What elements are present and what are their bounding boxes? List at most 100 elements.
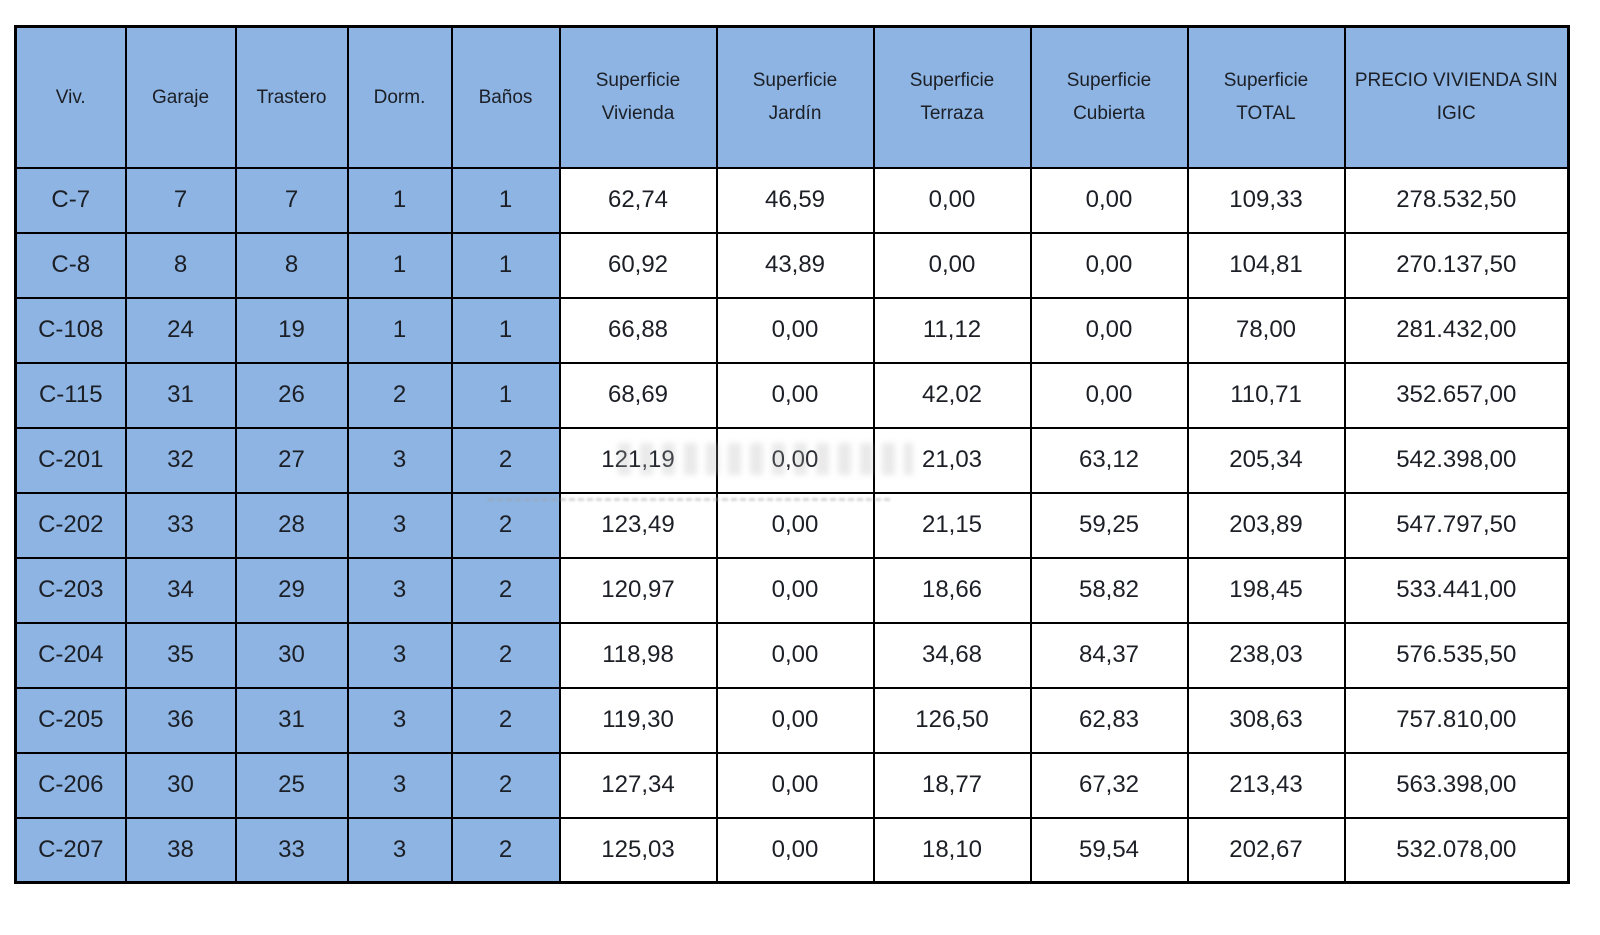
cell-sup_jardin: 0,00 <box>715 361 875 429</box>
cell-precio: 547.797,50 <box>1343 491 1570 559</box>
column-header-precio: PRECIO VIVIENDA SIN IGIC <box>1343 25 1570 169</box>
cell-sup_cubierta: 59,54 <box>1029 816 1189 884</box>
cell-trastero: 25 <box>234 751 349 819</box>
cell-sup_vivienda: 60,92 <box>558 231 718 299</box>
cell-viv: C-205 <box>14 686 127 754</box>
cell-dorm: 3 <box>346 751 453 819</box>
cell-sup_vivienda: 62,74 <box>558 166 718 234</box>
cell-sup_total: 109,33 <box>1186 166 1346 234</box>
cell-trastero: 8 <box>234 231 349 299</box>
cell-sup_jardin: 0,00 <box>715 556 875 624</box>
table-row: C-207 38 33 3 2 125,03 0,00 18,10 59,54 202,67 532… <box>14 816 1570 884</box>
cell-sup_cubierta: 0,00 <box>1029 166 1189 234</box>
cell-viv: C-108 <box>14 296 127 364</box>
cell-sup_terraza: 21,03 <box>872 426 1032 494</box>
cell-trastero: 26 <box>234 361 349 429</box>
cell-sup_vivienda: 118,98 <box>558 621 718 689</box>
cell-dorm: 3 <box>346 426 453 494</box>
cell-viv: C-8 <box>14 231 127 299</box>
cell-trastero: 29 <box>234 556 349 624</box>
cell-sup_vivienda: 121,19 <box>558 426 718 494</box>
cell-banos: 2 <box>450 621 561 689</box>
cell-trastero: 27 <box>234 426 349 494</box>
cell-sup_jardin: 0,00 <box>715 296 875 364</box>
cell-garaje: 31 <box>124 361 237 429</box>
cell-dorm: 3 <box>346 491 453 559</box>
cell-sup_terraza: 42,02 <box>872 361 1032 429</box>
cell-sup_cubierta: 59,25 <box>1029 491 1189 559</box>
cell-sup_total: 110,71 <box>1186 361 1346 429</box>
cell-trastero: 30 <box>234 621 349 689</box>
cell-sup_jardin: 0,00 <box>715 816 875 884</box>
cell-sup_terraza: 0,00 <box>872 231 1032 299</box>
cell-precio: 532.078,00 <box>1343 816 1570 884</box>
cell-dorm: 1 <box>346 296 453 364</box>
cell-sup_terraza: 34,68 <box>872 621 1032 689</box>
cell-sup_cubierta: 84,37 <box>1029 621 1189 689</box>
cell-precio: 533.441,00 <box>1343 556 1570 624</box>
cell-sup_cubierta: 0,00 <box>1029 231 1189 299</box>
cell-precio: 757.810,00 <box>1343 686 1570 754</box>
cell-banos: 1 <box>450 361 561 429</box>
cell-sup_terraza: 18,77 <box>872 751 1032 819</box>
cell-dorm: 3 <box>346 621 453 689</box>
cell-viv: C-202 <box>14 491 127 559</box>
cell-trastero: 28 <box>234 491 349 559</box>
cell-sup_jardin: 46,59 <box>715 166 875 234</box>
cell-sup_jardin: 0,00 <box>715 426 875 494</box>
cell-garaje: 36 <box>124 686 237 754</box>
cell-sup_cubierta: 0,00 <box>1029 361 1189 429</box>
cell-sup_total: 202,67 <box>1186 816 1346 884</box>
cell-precio: 281.432,00 <box>1343 296 1570 364</box>
cell-sup_vivienda: 119,30 <box>558 686 718 754</box>
cell-viv: C-201 <box>14 426 127 494</box>
column-header-sup_terraza: Superficie Terraza <box>872 25 1032 169</box>
cell-sup_jardin: 0,00 <box>715 751 875 819</box>
cell-banos: 1 <box>450 296 561 364</box>
cell-viv: C-7 <box>14 166 127 234</box>
cell-precio: 270.137,50 <box>1343 231 1570 299</box>
cell-dorm: 3 <box>346 816 453 884</box>
cell-trastero: 33 <box>234 816 349 884</box>
cell-sup_terraza: 0,00 <box>872 166 1032 234</box>
cell-banos: 1 <box>450 166 561 234</box>
cell-dorm: 2 <box>346 361 453 429</box>
cell-garaje: 30 <box>124 751 237 819</box>
cell-sup_total: 104,81 <box>1186 231 1346 299</box>
cell-sup_vivienda: 68,69 <box>558 361 718 429</box>
column-header-viv: Viv. <box>14 25 127 169</box>
cell-garaje: 32 <box>124 426 237 494</box>
cell-sup_total: 203,89 <box>1186 491 1346 559</box>
cell-precio: 563.398,00 <box>1343 751 1570 819</box>
cell-garaje: 33 <box>124 491 237 559</box>
cell-garaje: 24 <box>124 296 237 364</box>
cell-viv: C-206 <box>14 751 127 819</box>
cell-sup_jardin: 0,00 <box>715 491 875 559</box>
table-row: C-206 30 25 3 2 127,34 0,00 18,77 67,32 213,43 563… <box>14 751 1570 819</box>
cell-sup_cubierta: 63,12 <box>1029 426 1189 494</box>
table-row: C-115 31 26 2 1 68,69 0,00 42,02 0,00 110,71 352.6… <box>14 361 1570 429</box>
cell-dorm: 1 <box>346 231 453 299</box>
cell-precio: 542.398,00 <box>1343 426 1570 494</box>
cell-sup_terraza: 126,50 <box>872 686 1032 754</box>
cell-sup_cubierta: 62,83 <box>1029 686 1189 754</box>
column-header-dorm: Dorm. <box>346 25 453 169</box>
cell-sup_total: 78,00 <box>1186 296 1346 364</box>
cell-banos: 2 <box>450 426 561 494</box>
cell-sup_terraza: 18,66 <box>872 556 1032 624</box>
cell-banos: 2 <box>450 491 561 559</box>
cell-garaje: 8 <box>124 231 237 299</box>
cell-banos: 2 <box>450 556 561 624</box>
cell-sup_vivienda: 123,49 <box>558 491 718 559</box>
cell-viv: C-204 <box>14 621 127 689</box>
cell-precio: 576.535,50 <box>1343 621 1570 689</box>
cell-sup_total: 213,43 <box>1186 751 1346 819</box>
cell-trastero: 19 <box>234 296 349 364</box>
cell-precio: 278.532,50 <box>1343 166 1570 234</box>
cell-sup_total: 308,63 <box>1186 686 1346 754</box>
cell-sup_terraza: 18,10 <box>872 816 1032 884</box>
cell-garaje: 34 <box>124 556 237 624</box>
header-row: Viv. Garaje Trastero Dorm. Baños Superficie V… <box>14 25 1570 169</box>
column-header-banos: Baños <box>450 25 561 169</box>
